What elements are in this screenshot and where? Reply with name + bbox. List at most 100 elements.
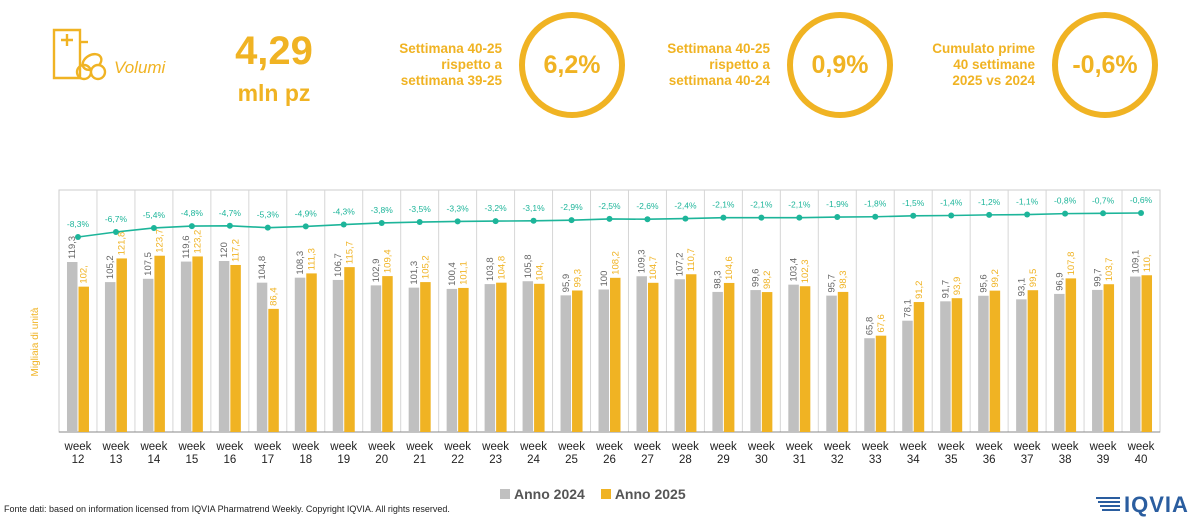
cumulative-label: -3,1%: [522, 203, 545, 213]
x-tick-label: week 38: [1051, 441, 1079, 466]
bar-2025: [875, 335, 887, 432]
bar-2025: [685, 274, 697, 432]
cumulative-label: -0,8%: [1054, 196, 1077, 206]
bar-2025: [344, 267, 355, 432]
bar-2025: [116, 258, 127, 432]
cumulative-label: -2,6%: [636, 201, 659, 211]
bar-2024: [1054, 293, 1065, 432]
bar-2025: [951, 298, 963, 432]
bar-2025: [268, 308, 279, 432]
bar-2025: [1065, 278, 1077, 432]
cumulative-label: -5,3%: [257, 210, 280, 220]
cumulative-point: [226, 222, 233, 229]
cumulative-label: -6,7%: [105, 214, 128, 224]
bar-2025: [799, 286, 811, 432]
cumulative-label: -4,9%: [295, 208, 318, 218]
metric-unit: mln pz: [237, 80, 311, 106]
cumulative-label: -2,1%: [712, 200, 735, 210]
bar-label-2025: 102,3: [800, 259, 811, 283]
bar-label-2025: 99,2: [990, 269, 1001, 288]
x-tick-label: week 36: [975, 441, 1003, 466]
bar-2024: [408, 287, 420, 432]
bar-2024: [560, 295, 572, 432]
bar-2024: [1130, 276, 1141, 432]
bar-label-2025: 123,2: [193, 230, 204, 254]
cumulative-label: -0,7%: [1092, 195, 1115, 205]
bar-label-2025: 104,: [534, 262, 545, 281]
cumulative-label: -1,4%: [940, 197, 963, 207]
bar-2025: [78, 286, 89, 432]
cumulative-label: -4,7%: [219, 208, 242, 218]
cumulative-label: -3,2%: [484, 203, 507, 213]
bar-label-2025: 117,2: [231, 239, 242, 262]
bar-2024: [636, 276, 647, 432]
bar-label-2024: 65,8: [865, 317, 876, 336]
x-tick-label: week 21: [405, 441, 433, 466]
legend-swatch-2025: [600, 489, 611, 499]
bar-2024: [66, 261, 78, 432]
bar-2025: [837, 291, 849, 432]
bar-2025: [154, 255, 165, 432]
comparison-line: Settimana 40-25: [667, 41, 770, 56]
cumulative-point: [112, 229, 119, 236]
x-tick-label: week 32: [823, 441, 851, 466]
bar-2024: [978, 295, 989, 432]
metric-value: 4,29: [235, 29, 313, 73]
x-tick-label: week 20: [367, 441, 395, 466]
cumulative-point: [682, 215, 689, 222]
cumulative-label: -2,1%: [750, 200, 773, 210]
comparison-week-vs-last-year-value: 0,9%: [787, 12, 893, 118]
x-tick-label: week 28: [671, 441, 699, 466]
y-axis-label: Migliaia di unità: [30, 307, 41, 376]
bar-label-2025: 104,6: [724, 256, 735, 280]
bar-label-2024: 107,5: [143, 252, 154, 276]
bar-label-2025: 109,4: [382, 249, 393, 273]
plot-area: [58, 189, 1161, 433]
comparison-line: 40 settimane: [953, 57, 1035, 72]
bar-label-2024: 106,7: [333, 253, 344, 277]
bar-2024: [750, 290, 761, 432]
bar-label-2024: 93,1: [1016, 278, 1027, 297]
comparison-cumulative-value: -0,6%: [1052, 12, 1158, 118]
bar-label-2024: 107,2: [675, 252, 686, 276]
cumulative-label: -1,8%: [864, 199, 887, 209]
bar-2024: [826, 295, 837, 432]
bar-label-2025: 98,3: [838, 270, 849, 289]
bar-2024: [218, 261, 230, 432]
bar-2024: [294, 277, 306, 432]
comparison-line: Cumulato prime: [932, 41, 1035, 56]
cumulative-point: [1138, 210, 1145, 216]
cumulative-label: -3,8%: [371, 205, 394, 215]
cumulative-point: [606, 215, 613, 222]
bar-label-2024: 109,3: [637, 249, 648, 273]
bar-label-2025: 93,9: [952, 277, 963, 296]
bar-label-2025: 111,3: [307, 248, 318, 270]
comparison-cumulative-label: Cumulato prime 40 settimane 2025 vs 2024: [885, 41, 1035, 89]
bar-2025: [572, 290, 583, 432]
bar-label-2024: 91,7: [940, 280, 951, 299]
bar-label-2024: 103,4: [789, 258, 800, 282]
legend-item-2024: Anno 2024: [500, 486, 585, 502]
bar-2025: [610, 277, 621, 432]
cumulative-label: -4,8%: [181, 208, 204, 218]
iqvia-logo-lines-icon: [1096, 497, 1120, 511]
cumulative-point: [644, 216, 651, 223]
cumulative-label: -2,9%: [560, 202, 583, 212]
bar-label-2024: 96,9: [1054, 272, 1065, 291]
cumulative-point: [454, 218, 461, 225]
bar-label-2024: 105,2: [105, 255, 116, 279]
bar-label-2025: 101,1: [458, 261, 469, 285]
bar-label-2025: 107,8: [1066, 252, 1077, 276]
cumulative-point: [492, 218, 499, 225]
legend-label-2025: Anno 2025: [614, 486, 686, 502]
cumulative-point: [264, 224, 271, 231]
cumulative-point: [986, 211, 993, 218]
bar-label-2025: 98,2: [762, 271, 773, 290]
bar-2025: [723, 282, 735, 432]
bar-label-2024: 104,8: [257, 256, 268, 280]
x-tick-label: week 16: [215, 441, 243, 466]
bar-2024: [332, 279, 344, 432]
cumulative-label: -8,3%: [67, 219, 90, 229]
comparison-line: rispetto a: [709, 57, 770, 72]
x-tick-label: week 34: [899, 441, 927, 466]
